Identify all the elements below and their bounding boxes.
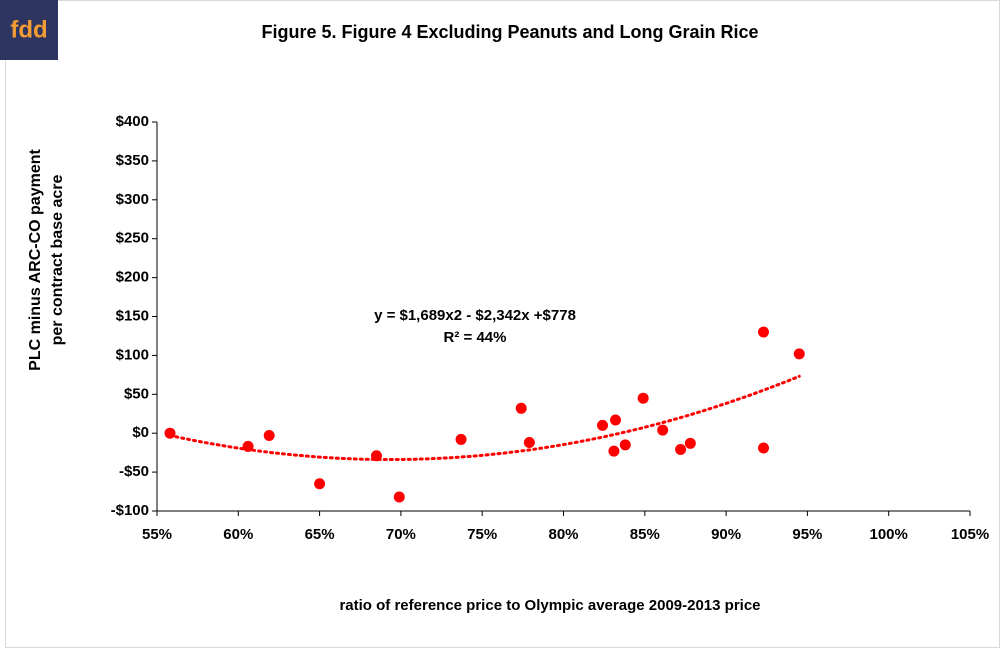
y-tick-label: -$100: [111, 502, 149, 519]
point: [793, 348, 805, 360]
annotation: y = $1,689x2 - $2,342x +$778: [374, 307, 576, 324]
y-tick-label: -$50: [119, 463, 149, 480]
point: [610, 414, 622, 426]
point: [371, 450, 383, 462]
y-axis-title: PLC minus ARC-CO payment: [27, 149, 44, 371]
point: [675, 444, 687, 456]
chart-title: Figure 5. Figure 4 Excluding Peanuts and…: [261, 22, 758, 42]
y-tick-label: $300: [116, 191, 149, 208]
x-tick-label: 95%: [792, 526, 822, 543]
point: [455, 433, 467, 445]
logo: fdd: [10, 16, 47, 43]
y-tick-label: $150: [116, 307, 149, 324]
x-tick-label: 70%: [386, 526, 416, 543]
x-tick-label: 65%: [305, 526, 335, 543]
y-tick-label: $100: [116, 346, 149, 363]
point: [515, 402, 527, 414]
y-tick-label: $400: [116, 113, 149, 130]
point: [597, 419, 609, 431]
chart-frame: [5, 0, 1000, 648]
point: [684, 437, 696, 449]
x-tick-label: 100%: [870, 526, 908, 543]
point: [314, 478, 326, 490]
y-tick-label: $250: [116, 230, 149, 247]
x-tick-label: 75%: [467, 526, 497, 543]
point: [619, 439, 631, 451]
annotation: R² = 44%: [444, 329, 507, 346]
x-tick-label: 85%: [630, 526, 660, 543]
point: [263, 430, 275, 442]
point: [757, 442, 769, 454]
x-tick-label: 60%: [223, 526, 253, 543]
point: [657, 424, 669, 436]
x-tick-label: 55%: [142, 526, 172, 543]
point: [608, 445, 620, 457]
x-tick-label: 80%: [548, 526, 578, 543]
x-axis-title: ratio of reference price to Olympic aver…: [339, 597, 760, 614]
point: [242, 440, 254, 452]
point: [164, 427, 176, 439]
y-axis-title: per contract base acre: [49, 175, 66, 346]
point: [757, 326, 769, 338]
point: [523, 437, 535, 449]
point: [637, 392, 649, 404]
y-tick-label: $200: [116, 269, 149, 286]
logo-box: [0, 0, 58, 60]
y-tick-label: $50: [124, 385, 149, 402]
trendline: [168, 374, 801, 461]
y-tick-label: $0: [132, 424, 149, 441]
point: [393, 491, 405, 503]
x-tick-label: 90%: [711, 526, 741, 543]
x-tick-label: 105%: [951, 526, 989, 543]
y-tick-label: $350: [116, 152, 149, 169]
